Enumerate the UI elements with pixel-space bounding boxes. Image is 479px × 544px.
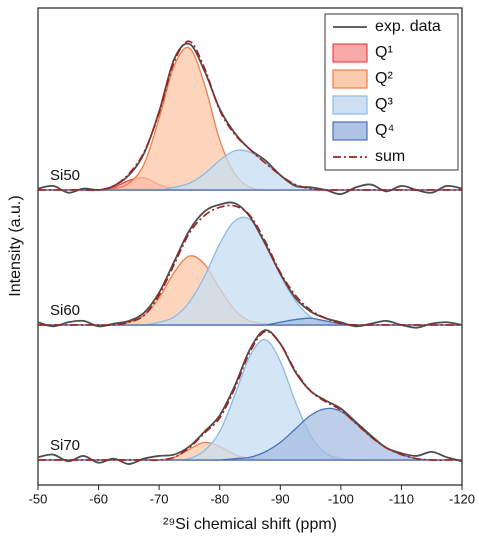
panel-label: Si60 [50, 302, 80, 319]
panel-label: Si50 [50, 167, 80, 184]
x-tick-label: -90 [271, 491, 290, 506]
legend-label: exp. data [375, 18, 441, 35]
x-tick-label: -70 [150, 491, 169, 506]
x-tick-label: -60 [89, 491, 108, 506]
legend-swatch [332, 95, 368, 115]
sum-line [37, 40, 462, 192]
x-tick-label: -120 [449, 491, 475, 506]
component-area [38, 338, 462, 461]
legend-label: sum [375, 148, 405, 165]
sum-line [37, 204, 462, 326]
panel-label: Si70 [50, 437, 80, 454]
sum-line [38, 330, 462, 461]
legend-label: Q⁴ [375, 122, 394, 139]
legend-box [324, 13, 459, 171]
legend-swatch [332, 43, 368, 63]
legend-label: Q¹ [375, 44, 393, 61]
legend: exp. data Q¹ Q² Q³ Q⁴ sum [324, 13, 459, 171]
x-axis-label: ²⁹Si chemical shift (ppm) [163, 516, 337, 533]
x-tick-label: -110 [389, 491, 414, 506]
legend-swatch [332, 121, 368, 141]
plot-frame [37, 7, 463, 486]
legend-label: Q³ [375, 96, 393, 113]
legend-label: Q² [375, 70, 393, 87]
x-tick-label: -100 [328, 491, 354, 506]
component-area [37, 216, 462, 326]
x-tick-label: -50 [29, 491, 48, 506]
y-axis-label: Intensity (a.u.) [7, 195, 24, 296]
legend-swatch [332, 69, 368, 89]
x-tick-label: -80 [210, 491, 229, 506]
